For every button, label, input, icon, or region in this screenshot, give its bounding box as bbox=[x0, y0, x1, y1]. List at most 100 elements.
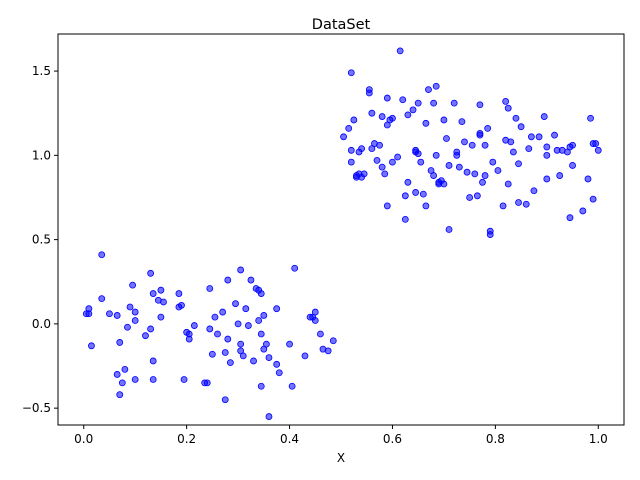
data-point bbox=[118, 379, 126, 387]
data-point bbox=[401, 192, 409, 200]
data-point bbox=[221, 349, 229, 356]
data-point bbox=[149, 290, 157, 297]
data-point bbox=[486, 231, 494, 238]
data-point bbox=[106, 310, 113, 318]
data-point bbox=[257, 290, 265, 297]
data-point bbox=[126, 303, 134, 311]
data-point bbox=[440, 180, 448, 188]
data-point bbox=[566, 214, 574, 222]
x-tick-label: 0.4 bbox=[280, 432, 299, 446]
data-point bbox=[592, 140, 600, 147]
x-tick-label: 0.2 bbox=[177, 432, 196, 446]
data-point bbox=[419, 190, 427, 198]
data-point bbox=[234, 320, 242, 328]
data-point bbox=[244, 322, 252, 329]
data-point bbox=[255, 317, 263, 324]
data-point bbox=[208, 350, 216, 358]
data-point bbox=[345, 124, 353, 132]
data-point bbox=[543, 151, 551, 159]
data-point bbox=[425, 86, 432, 94]
data-point bbox=[445, 162, 453, 169]
data-point bbox=[124, 323, 131, 331]
data-point bbox=[149, 376, 157, 383]
data-point bbox=[569, 141, 576, 149]
data-point bbox=[373, 156, 381, 164]
data-point bbox=[394, 153, 402, 161]
data-point bbox=[378, 113, 386, 120]
data-point bbox=[404, 178, 412, 186]
data-point bbox=[206, 285, 214, 292]
data-point bbox=[129, 281, 137, 289]
data-point bbox=[556, 172, 564, 179]
data-point bbox=[504, 104, 512, 112]
data-point bbox=[219, 308, 227, 316]
data-point bbox=[311, 308, 319, 316]
data-point bbox=[175, 290, 183, 297]
data-point bbox=[422, 119, 430, 127]
data-point bbox=[396, 47, 404, 55]
x-tick-label: 0.8 bbox=[486, 432, 505, 446]
data-point bbox=[587, 114, 594, 122]
data-point bbox=[422, 202, 430, 210]
data-point bbox=[116, 339, 124, 346]
data-point bbox=[121, 365, 129, 373]
data-point bbox=[432, 82, 440, 90]
data-point bbox=[347, 69, 355, 77]
data-point bbox=[226, 359, 234, 367]
data-point bbox=[383, 202, 391, 210]
data-point bbox=[458, 118, 466, 126]
data-point bbox=[147, 269, 155, 277]
data-point bbox=[291, 264, 299, 272]
data-point bbox=[594, 146, 602, 154]
data-point bbox=[358, 145, 365, 153]
data-point bbox=[432, 151, 440, 159]
data-point bbox=[221, 396, 229, 404]
data-point bbox=[430, 99, 438, 107]
data-point bbox=[468, 141, 476, 149]
data-point bbox=[515, 160, 522, 168]
data-point bbox=[507, 138, 515, 146]
data-point bbox=[476, 131, 484, 139]
data-point bbox=[237, 266, 245, 274]
data-point bbox=[494, 167, 502, 174]
data-point bbox=[450, 99, 458, 107]
data-point bbox=[399, 96, 407, 104]
data-point bbox=[461, 138, 468, 146]
y-tick-label: 0.0 bbox=[32, 317, 51, 331]
data-point bbox=[376, 141, 383, 149]
data-point bbox=[530, 187, 538, 195]
data-point bbox=[329, 337, 337, 345]
data-point bbox=[237, 340, 245, 348]
data-point bbox=[579, 207, 587, 215]
data-point bbox=[535, 133, 543, 141]
data-point bbox=[409, 106, 417, 114]
data-point bbox=[440, 116, 448, 124]
y-axis-ticks: −0.5 0.0 0.5 1.0 1.5 bbox=[22, 64, 58, 415]
data-point bbox=[350, 116, 358, 124]
data-point bbox=[273, 305, 281, 313]
data-point bbox=[131, 376, 139, 383]
data-point bbox=[404, 111, 412, 119]
data-point bbox=[288, 382, 296, 390]
chart-title: DataSet bbox=[312, 17, 371, 33]
y-tick-label: 1.5 bbox=[32, 64, 51, 78]
data-point bbox=[257, 330, 265, 338]
data-point bbox=[502, 98, 510, 105]
data-point bbox=[149, 357, 157, 365]
data-point bbox=[206, 325, 214, 333]
data-point bbox=[499, 202, 507, 210]
data-point bbox=[242, 305, 250, 313]
data-point bbox=[178, 301, 185, 309]
data-point bbox=[414, 150, 422, 158]
x-tick-label: 0.0 bbox=[74, 432, 93, 446]
data-point bbox=[142, 332, 149, 340]
data-point bbox=[463, 168, 471, 176]
data-point bbox=[476, 101, 484, 109]
data-point bbox=[347, 158, 355, 166]
data-point bbox=[389, 158, 396, 166]
data-point bbox=[417, 158, 425, 166]
x-tick-label: 1.0 bbox=[589, 432, 608, 446]
data-point bbox=[203, 379, 211, 387]
data-point bbox=[131, 317, 139, 324]
data-point bbox=[378, 163, 386, 171]
